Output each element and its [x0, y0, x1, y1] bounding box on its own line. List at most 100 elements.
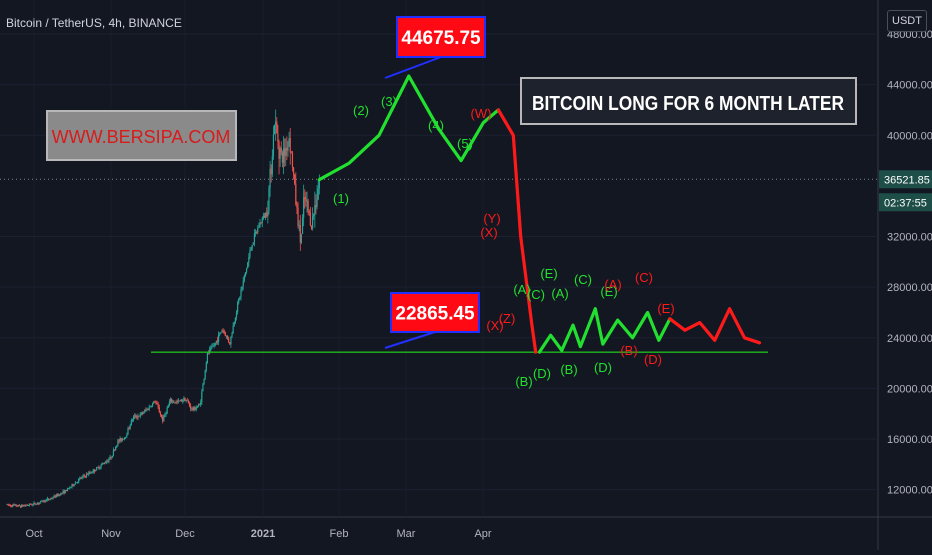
- candle-body: [42, 500, 44, 502]
- candle-body: [182, 400, 184, 402]
- candle-body: [24, 505, 26, 507]
- wave-label: (1): [333, 191, 349, 206]
- forecast-path-4: [668, 307, 762, 345]
- candle-body: [166, 407, 168, 414]
- candle-body: [241, 286, 243, 290]
- candle-body: [212, 345, 214, 347]
- candle-body: [248, 257, 250, 263]
- candle-body: [292, 167, 295, 175]
- candle-body: [145, 409, 147, 411]
- candle-body: [177, 400, 179, 402]
- y-tick-label: 48000.00: [887, 29, 932, 41]
- candle-body: [167, 405, 169, 408]
- candle-body: [147, 408, 149, 410]
- candle-body: [46, 498, 49, 500]
- candle-body: [191, 407, 193, 409]
- candle-body: [26, 505, 28, 506]
- x-tick-label: Nov: [101, 528, 121, 540]
- candle-body: [181, 399, 183, 402]
- candle-body: [109, 456, 111, 460]
- candle-body: [243, 275, 245, 281]
- candle-body: [281, 152, 283, 163]
- candle-body: [290, 152, 292, 154]
- candle-body: [154, 401, 156, 403]
- candle-body: [148, 406, 150, 410]
- wave-label: (D): [533, 366, 551, 381]
- candle-body: [41, 500, 43, 502]
- wave-label: (C): [574, 272, 592, 287]
- candle-body: [225, 335, 228, 337]
- candle-body: [256, 232, 258, 233]
- low-callout: [390, 292, 480, 333]
- candle-body: [61, 492, 63, 494]
- candle-body: [12, 504, 14, 507]
- candle-body: [235, 312, 238, 318]
- candle-body: [81, 476, 83, 479]
- wave-label: (C): [635, 270, 653, 285]
- candle-body: [6, 504, 8, 506]
- candle-body: [121, 438, 123, 441]
- candle-body: [215, 340, 217, 343]
- wave-label: (B): [560, 362, 577, 377]
- candle-body: [141, 412, 144, 414]
- wave-label: (5): [457, 136, 473, 151]
- candle-body: [22, 504, 24, 507]
- current-price-tag: [879, 170, 932, 189]
- y-tick-label: 16000.00: [887, 434, 932, 446]
- candle-body: [224, 332, 226, 337]
- candle-body: [272, 134, 275, 157]
- candle-body: [82, 475, 84, 477]
- wave-label: (E): [600, 284, 617, 299]
- wave-label: (2): [353, 103, 369, 118]
- wave-label: (B): [620, 343, 637, 358]
- candle-body: [244, 272, 247, 276]
- candle-body: [127, 428, 129, 435]
- candle-body: [66, 488, 69, 492]
- candle-body: [172, 401, 174, 403]
- candle-body: [231, 333, 233, 337]
- candle-body: [200, 402, 202, 405]
- candle-body: [52, 497, 54, 499]
- candle-body: [242, 280, 244, 287]
- candle-body: [245, 268, 248, 273]
- candle-body: [184, 398, 186, 401]
- candle-body: [32, 503, 34, 506]
- candle-body: [47, 498, 50, 500]
- candle-body: [79, 477, 81, 479]
- candle-body: [98, 466, 100, 469]
- forecast-path-1: [317, 74, 500, 182]
- candle-body: [103, 463, 106, 464]
- candle-body: [134, 415, 136, 417]
- candle-body: [59, 494, 61, 496]
- candle-body: [106, 461, 108, 463]
- candle-body: [239, 296, 241, 299]
- currency-button[interactable]: USDT: [887, 10, 927, 32]
- candle-body: [125, 436, 127, 438]
- candle-body: [259, 222, 261, 228]
- candle-body: [263, 215, 266, 218]
- candle-body: [222, 330, 224, 332]
- candle-body: [266, 212, 268, 217]
- candle-body: [137, 415, 139, 418]
- candle-body: [90, 472, 92, 474]
- candle-body: [120, 438, 122, 441]
- candle-body: [163, 415, 165, 422]
- candle-body: [151, 403, 154, 407]
- candle-body: [211, 346, 213, 348]
- y-tick-label: 32000.00: [887, 232, 932, 244]
- candle-body: [230, 336, 232, 345]
- low-callout-text: 22865.45: [395, 304, 475, 325]
- candle-body: [187, 400, 189, 404]
- candle-body: [220, 332, 222, 334]
- y-tick-label: 28000.00: [887, 282, 932, 294]
- candle-body: [129, 425, 131, 429]
- candle-body: [143, 412, 145, 414]
- candle-body: [260, 222, 262, 224]
- candle-body: [308, 210, 310, 213]
- candle-body: [72, 484, 74, 486]
- candle-body: [273, 125, 276, 135]
- candle-body: [113, 449, 116, 451]
- candle-body: [85, 473, 88, 477]
